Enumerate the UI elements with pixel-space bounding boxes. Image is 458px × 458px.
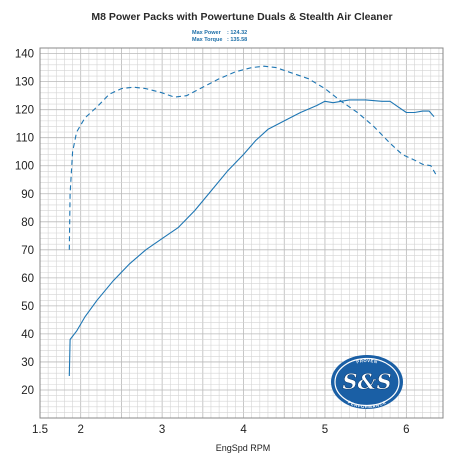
x-tick-label: 2 bbox=[78, 424, 84, 436]
stat-value-max-power: : 124.32 bbox=[227, 30, 247, 36]
y-tick-label: 30 bbox=[21, 357, 34, 369]
y-tick-label: 120 bbox=[15, 105, 34, 117]
x-tick-label: 3 bbox=[159, 424, 165, 436]
x-axis-ticks: 1.5 2 3 4 5 6 bbox=[32, 424, 410, 436]
x-tick-label: 5 bbox=[322, 424, 328, 436]
y-tick-label: 70 bbox=[21, 245, 34, 257]
x-tick-label: 4 bbox=[240, 424, 247, 436]
logo-arc-bottom: PERFORMANCE bbox=[347, 400, 387, 410]
plot-frame bbox=[39, 47, 444, 419]
x-axis-label: EngSpd RPM bbox=[216, 443, 271, 453]
chart-title: M8 Power Packs with Powertune Duals & St… bbox=[91, 11, 392, 23]
y-axis-ticks: 20 30 40 50 60 70 80 90 100 110 120 130 140 bbox=[15, 49, 34, 397]
logo-arc-top: PROVEN bbox=[356, 358, 378, 364]
svg-text:PERFORMANCE: PERFORMANCE bbox=[347, 400, 387, 410]
series-lines bbox=[68, 65, 437, 377]
series-line-max-power bbox=[68, 99, 435, 377]
y-tick-label: 130 bbox=[15, 77, 34, 89]
ss-logo: PROVEN S&S PERFORMANCE bbox=[331, 355, 403, 409]
stat-label-max-torque: Max Torque bbox=[192, 37, 222, 43]
y-tick-label: 40 bbox=[21, 329, 34, 341]
y-tick-label: 100 bbox=[15, 161, 34, 173]
stat-label-max-power: Max Power bbox=[192, 30, 222, 36]
y-tick-label: 140 bbox=[15, 49, 34, 61]
y-tick-label: 60 bbox=[21, 273, 34, 285]
y-tick-label: 50 bbox=[21, 301, 34, 313]
x-tick-label: 1.5 bbox=[32, 424, 48, 436]
stat-value-max-torque: : 135.58 bbox=[227, 37, 247, 43]
y-tick-label: 20 bbox=[21, 385, 34, 397]
y-tick-label: 110 bbox=[16, 133, 34, 145]
logo-ellipse bbox=[331, 355, 403, 409]
y-tick-label: 90 bbox=[21, 189, 34, 201]
y-tick-label: 80 bbox=[21, 217, 34, 229]
svg-text:PROVEN: PROVEN bbox=[356, 358, 378, 364]
logo-text: S&S bbox=[342, 369, 391, 394]
x-tick-label: 6 bbox=[403, 424, 409, 436]
